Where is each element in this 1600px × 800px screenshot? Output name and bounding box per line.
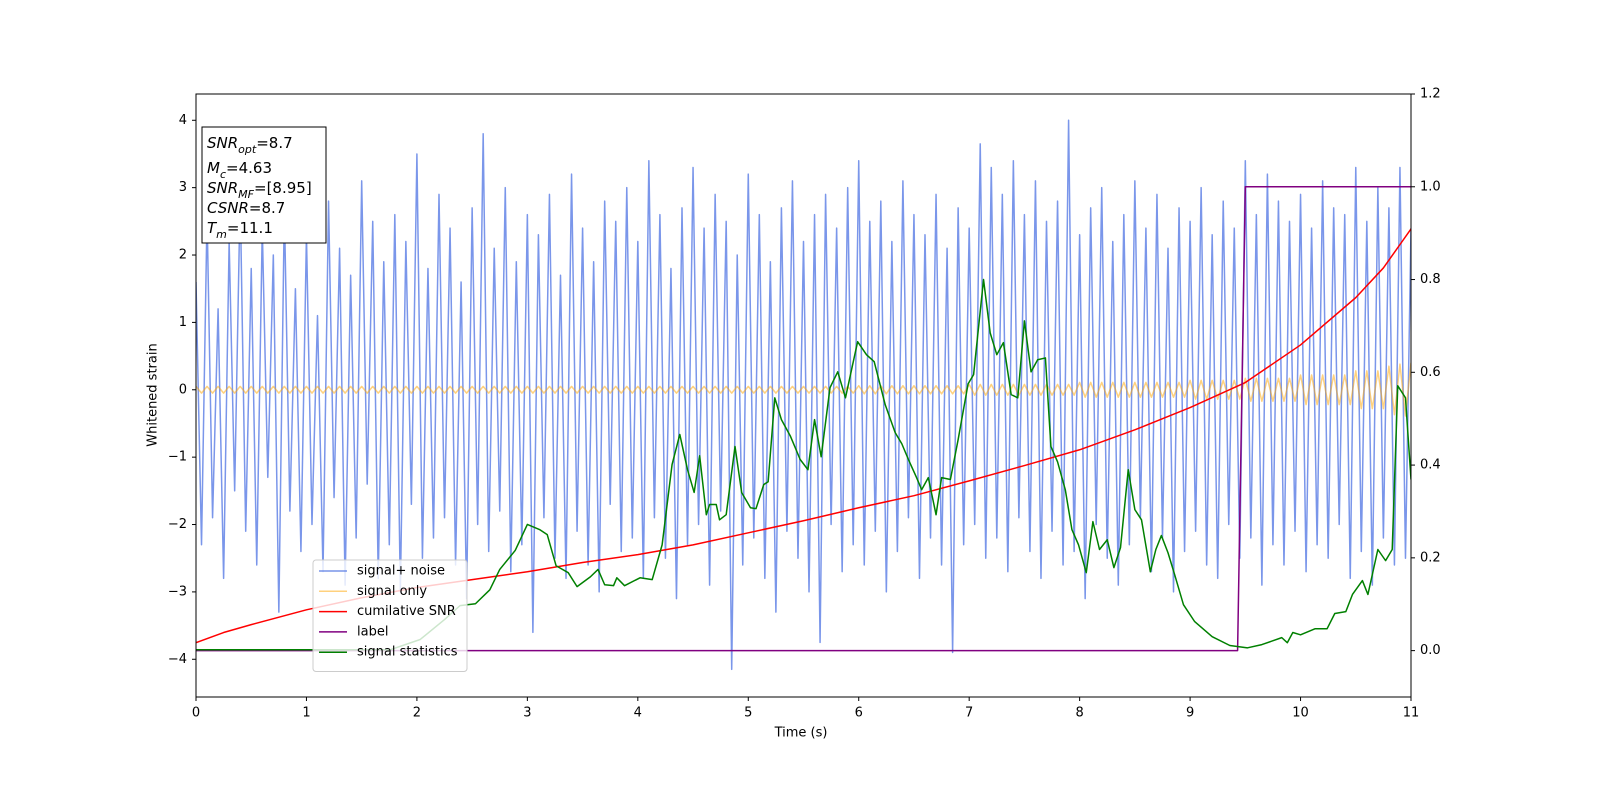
x-tick-label: 11 <box>1403 706 1420 721</box>
legend-label: signal only <box>357 584 427 599</box>
x-tick-label: 4 <box>634 706 642 721</box>
annotation-value: =11.1 <box>227 219 273 237</box>
y2-tick-label: 0.0 <box>1420 643 1441 658</box>
x-tick-label: 5 <box>744 706 752 721</box>
y-tick-label: −1 <box>168 450 187 465</box>
annotation-value: =4.63 <box>226 159 272 177</box>
y2-tick-label: 0.4 <box>1420 458 1441 473</box>
x-tick-label: 7 <box>965 706 973 721</box>
annotation-symbol: CSNR <box>207 199 249 217</box>
annotation-text: Tm=11.1 <box>207 219 273 241</box>
annotation-symbol: SNR <box>207 179 238 197</box>
y-tick-label: −4 <box>168 652 187 667</box>
x-tick-label: 3 <box>523 706 531 721</box>
annotation-frame <box>201 126 327 244</box>
series-line <box>196 119 1411 671</box>
axes-frame <box>195 93 1412 698</box>
y-tick-label: 0 <box>179 382 187 397</box>
annotation-text: CSNR=8.7 <box>207 199 285 217</box>
annotation-subscript: opt <box>238 143 257 156</box>
y2-tick-label: 1.2 <box>1420 87 1441 102</box>
legend-label: signal statistics <box>357 645 458 660</box>
y2-tick-label: 0.8 <box>1420 272 1441 287</box>
y-tick-label: 2 <box>179 248 187 263</box>
y-axis-label: Whitened strain <box>146 343 161 446</box>
annotation-box: SNRopt=8.7Mc=4.63SNRMF=[8.95]CSNR=8.7Tm=… <box>201 126 327 244</box>
y2-tick-label: 0.2 <box>1420 550 1441 565</box>
annotation-subscript: c <box>220 168 226 181</box>
annotation-symbol: T <box>207 219 218 237</box>
annotation-subscript: m <box>216 228 227 241</box>
y-tick-label: 3 <box>179 180 187 195</box>
series-line <box>196 186 1411 652</box>
x-tick-label: 0 <box>192 706 200 721</box>
x-tick-label: 2 <box>413 706 421 721</box>
x-tick-label: 8 <box>1075 706 1083 721</box>
x-tick-label: 1 <box>302 706 310 721</box>
x-tick-label: 9 <box>1186 706 1194 721</box>
annotation-symbol: M <box>207 159 220 177</box>
legend-label: signal+ noise <box>357 564 445 579</box>
legend: signal+ noise signal only cumilative SNR la… <box>312 559 468 672</box>
legend-frame <box>312 559 468 672</box>
y-tick-label: −2 <box>168 517 187 532</box>
annotation-text: Mc=4.63 <box>207 159 272 181</box>
legend-label: cumilative SNR <box>357 604 456 619</box>
annotation-text: SNRMF=[8.95] <box>207 179 312 201</box>
annotation-value: =8.7 <box>249 199 285 217</box>
annotation-symbol: SNR <box>207 134 238 152</box>
annotation-value: =8.7 <box>256 134 292 152</box>
series-line <box>196 278 1411 651</box>
annotation-subscript: MF <box>238 188 254 201</box>
y2-tick-label: 1.0 <box>1420 179 1441 194</box>
annotation-value: =[8.95] <box>254 179 312 197</box>
y2-tick-label: 0.6 <box>1420 365 1441 380</box>
y-tick-label: −3 <box>168 584 187 599</box>
y-tick-label: 1 <box>179 315 187 330</box>
legend-label: label <box>357 624 388 639</box>
y-tick-label: 4 <box>179 113 187 128</box>
x-axis-label: Time (s) <box>774 726 828 741</box>
series-line <box>196 362 1411 417</box>
annotation-text: SNRopt=8.7 <box>207 134 293 156</box>
x-tick-label: 6 <box>855 706 863 721</box>
x-tick-label: 10 <box>1292 706 1309 721</box>
